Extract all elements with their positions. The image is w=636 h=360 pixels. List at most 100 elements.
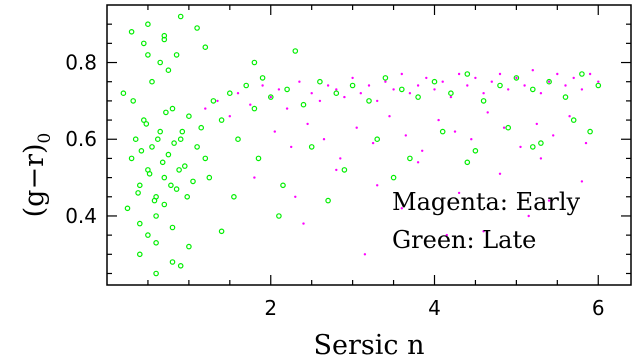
point-late: [251, 59, 258, 66]
point-early: [539, 92, 543, 95]
point-early: [294, 195, 297, 198]
point-late: [177, 262, 184, 269]
point-late: [497, 82, 503, 89]
point-late: [505, 124, 512, 131]
point-early: [261, 84, 264, 87]
point-early: [400, 207, 403, 210]
point-late: [202, 44, 209, 51]
point-early: [498, 172, 502, 175]
point-late: [284, 86, 290, 93]
point-late: [173, 186, 180, 192]
point-late: [341, 167, 348, 173]
point-late: [135, 190, 141, 196]
point-early: [437, 118, 440, 122]
point-late: [194, 144, 200, 150]
point-late: [194, 25, 200, 31]
point-early: [482, 230, 485, 233]
point-late: [439, 128, 446, 135]
point-early: [597, 80, 600, 83]
point-early: [204, 107, 207, 110]
point-early: [376, 99, 379, 103]
point-late: [415, 94, 421, 100]
point-early: [445, 233, 448, 237]
point-early: [519, 145, 522, 149]
point-late: [163, 109, 169, 116]
point-early: [249, 103, 252, 106]
point-early: [588, 72, 592, 76]
point-late: [243, 82, 250, 89]
point-late: [235, 136, 241, 143]
point-early: [400, 72, 403, 76]
point-early: [302, 222, 305, 225]
point-late: [529, 86, 536, 93]
point-early: [457, 72, 461, 76]
point-late: [182, 163, 188, 169]
point-late: [155, 136, 161, 143]
point-early: [216, 99, 219, 103]
point-late: [149, 144, 155, 150]
point-early: [474, 76, 477, 80]
x-tick-label: 2: [264, 296, 277, 320]
point-early: [306, 122, 309, 126]
point-late: [120, 90, 127, 97]
point-early: [457, 191, 461, 195]
point-late: [251, 105, 258, 112]
point-early: [384, 80, 387, 83]
point-late: [161, 174, 168, 181]
point-late: [153, 240, 159, 246]
point-late: [177, 13, 184, 20]
point-early: [359, 92, 362, 95]
point-early: [535, 122, 538, 126]
point-late: [464, 159, 471, 166]
x-tick-label: 6: [592, 296, 605, 320]
point-late: [186, 113, 192, 120]
point-early: [236, 92, 240, 95]
point-early: [523, 84, 526, 87]
point-early: [498, 72, 502, 76]
point-early: [425, 76, 428, 80]
point-late: [176, 167, 182, 173]
point-late: [349, 82, 356, 89]
point-late: [259, 75, 266, 81]
x-axis-label: Sersic n: [314, 330, 425, 360]
point-late: [143, 121, 150, 127]
point-late: [145, 232, 151, 238]
point-early: [228, 115, 231, 118]
point-late: [390, 174, 397, 181]
point-late: [186, 243, 192, 250]
point-early: [580, 88, 584, 91]
point-early: [507, 88, 510, 91]
point-early: [355, 126, 358, 129]
point-early: [490, 80, 493, 83]
point-late: [141, 117, 147, 123]
point-late: [202, 155, 209, 162]
point-early: [547, 199, 551, 202]
point-late: [231, 194, 237, 200]
point-late: [146, 171, 153, 177]
point-early: [416, 161, 420, 164]
point-late: [513, 75, 520, 81]
point-early: [572, 76, 575, 80]
annotation-late: Green: Late: [392, 226, 536, 254]
point-late: [153, 270, 159, 277]
point-early: [269, 95, 272, 99]
point-early: [584, 141, 588, 145]
point-late: [128, 155, 135, 162]
point-late: [398, 86, 405, 93]
point-late: [210, 98, 217, 104]
point-late: [206, 174, 213, 181]
point-late: [173, 52, 180, 58]
point-late: [292, 48, 299, 54]
point-late: [168, 182, 174, 189]
point-late: [546, 78, 552, 85]
point-late: [374, 136, 381, 143]
annotation-early: Magenta: Early: [392, 188, 581, 216]
point-late: [132, 136, 139, 143]
point-early: [416, 84, 420, 87]
point-late: [157, 59, 164, 66]
point-early: [388, 115, 391, 118]
points-layer: [120, 13, 602, 277]
point-early: [343, 95, 346, 99]
point-late: [153, 213, 159, 219]
point-late: [382, 75, 389, 81]
